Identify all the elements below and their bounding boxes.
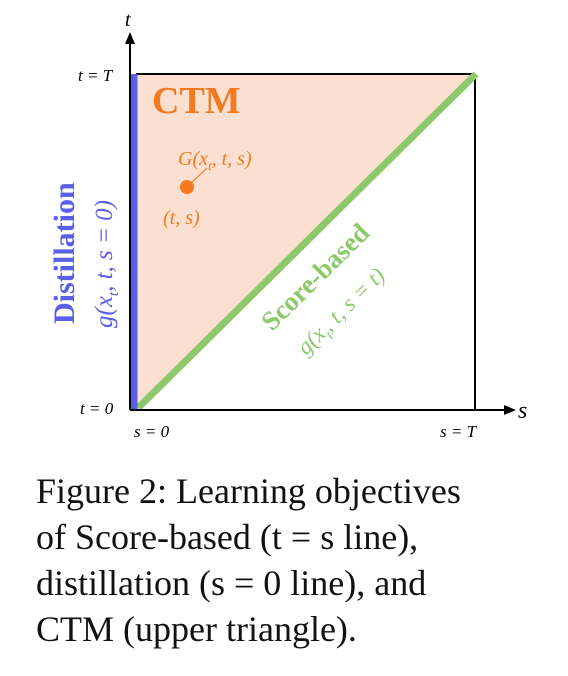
point-label: (t, s) [163,207,200,229]
point-marker [180,180,194,194]
ctm-title: CTM [152,80,241,122]
distillation-title: Distillation [48,182,81,324]
distillation-formula: g(xt, t, s = 0) [91,200,122,328]
figure-caption: Figure 2: Learning objectives of Score-b… [36,468,536,652]
s-right-label: s = T [440,422,478,441]
s-axis-arrowhead [504,405,516,415]
caption-line-4: CTM (upper triangle). [36,609,357,649]
t-bottom-label: t = 0 [80,399,114,418]
caption-line-2: of Score-based (t = s line), [36,517,419,557]
caption-line-1: Figure 2: Learning objectives [36,471,461,511]
ctm-diagram: t s t = T t = 0 s = 0 s = T CTM G(xt, t,… [48,9,527,441]
caption-line-3: distillation (s = 0 line), and [36,563,427,603]
score-based-line [135,71,479,411]
t-axis-arrowhead [125,32,135,44]
s-axis-label: s [518,398,527,424]
point-function-label: G(xt, t, s) [178,148,252,173]
s-left-label: s = 0 [134,422,170,441]
t-axis-label: t [125,9,131,31]
t-top-label: t = T [78,66,114,85]
